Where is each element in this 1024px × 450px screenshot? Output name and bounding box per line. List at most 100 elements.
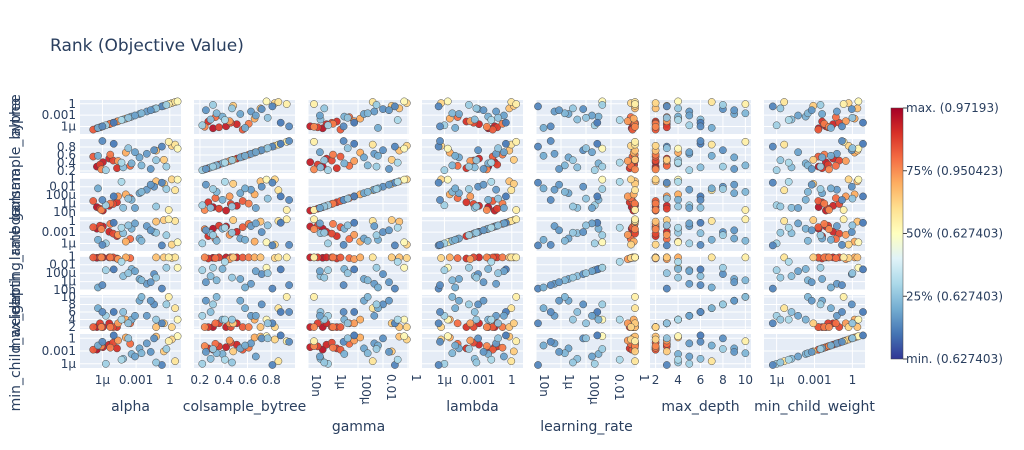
trial-point-28[interactable]	[451, 304, 460, 313]
trial-point-13[interactable]	[809, 253, 818, 262]
trial-point-26[interactable]	[448, 349, 457, 358]
trial-point-31[interactable]	[436, 122, 444, 131]
trial-point-16[interactable]	[839, 215, 848, 224]
trial-point-30[interactable]	[555, 278, 563, 287]
trial-point-12[interactable]	[256, 253, 265, 262]
trial-point-18[interactable]	[685, 239, 694, 248]
trial-point-25[interactable]	[502, 331, 510, 340]
trial-point-15[interactable]	[171, 253, 179, 262]
trial-point-18[interactable]	[685, 121, 694, 130]
trial-point-21[interactable]	[730, 189, 739, 198]
trial-point-10[interactable]	[350, 157, 359, 165]
trial-point-22[interactable]	[833, 107, 841, 116]
trial-point-31[interactable]	[838, 122, 846, 131]
trial-point-31[interactable]	[339, 281, 348, 289]
trial-point-30[interactable]	[807, 165, 816, 173]
trial-point-12[interactable]	[152, 253, 160, 262]
trial-point-29[interactable]	[685, 267, 694, 276]
trial-point-34[interactable]	[662, 319, 671, 328]
trial-point-9[interactable]	[310, 323, 318, 331]
trial-point-32[interactable]	[784, 177, 793, 186]
trial-point-22[interactable]	[247, 279, 255, 288]
trial-point-33[interactable]	[162, 231, 171, 240]
trial-point-26[interactable]	[804, 188, 812, 196]
trial-point-8[interactable]	[106, 343, 115, 352]
trial-point-29[interactable]	[685, 204, 694, 212]
trial-point-16[interactable]	[741, 215, 750, 224]
trial-point-28[interactable]	[451, 283, 460, 292]
trial-point-32[interactable]	[784, 355, 793, 364]
trial-point-18[interactable]	[101, 266, 110, 275]
trial-point-15[interactable]	[171, 304, 179, 313]
trial-point-26[interactable]	[137, 276, 146, 285]
trial-point-16[interactable]	[631, 206, 639, 214]
trial-point-8[interactable]	[106, 253, 115, 262]
trial-point-29[interactable]	[794, 111, 802, 120]
trial-point-27[interactable]	[228, 358, 236, 367]
trial-point-15[interactable]	[368, 253, 377, 262]
trial-point-31[interactable]	[696, 337, 705, 346]
trial-point-30[interactable]	[730, 180, 739, 189]
trial-point-25[interactable]	[276, 218, 285, 227]
trial-point-26[interactable]	[363, 293, 372, 301]
trial-point-22[interactable]	[142, 339, 151, 348]
trial-point-26[interactable]	[363, 236, 372, 245]
trial-point-16[interactable]	[310, 337, 318, 346]
trial-point-15[interactable]	[707, 217, 716, 225]
trial-point-17[interactable]	[400, 175, 409, 184]
trial-point-23[interactable]	[257, 300, 266, 309]
trial-point-33[interactable]	[209, 185, 217, 193]
trial-point-23[interactable]	[719, 270, 727, 278]
trial-point-27[interactable]	[674, 104, 682, 113]
trial-point-32[interactable]	[784, 158, 793, 167]
trial-point-28[interactable]	[539, 235, 548, 244]
trial-point-32[interactable]	[393, 177, 402, 186]
trial-point-15[interactable]	[368, 140, 377, 149]
trial-point-13[interactable]	[662, 155, 671, 164]
trial-point-28[interactable]	[241, 235, 249, 244]
trial-point-16[interactable]	[839, 206, 848, 214]
trial-point-24[interactable]	[662, 361, 671, 369]
trial-point-32[interactable]	[117, 315, 126, 324]
trial-point-33[interactable]	[719, 231, 727, 240]
trial-point-33[interactable]	[598, 345, 607, 353]
trial-point-19[interactable]	[573, 115, 582, 124]
trial-point-20[interactable]	[218, 195, 227, 204]
trial-point-29[interactable]	[588, 204, 596, 212]
trial-point-34[interactable]	[848, 221, 857, 230]
trial-point-31[interactable]	[546, 337, 555, 346]
trial-point-30[interactable]	[479, 226, 488, 235]
trial-point-26[interactable]	[137, 188, 146, 196]
trial-point-19[interactable]	[696, 272, 705, 280]
trial-point-28[interactable]	[451, 235, 460, 244]
trial-point-33[interactable]	[209, 345, 217, 353]
trial-point-27[interactable]	[472, 358, 481, 367]
trial-point-16[interactable]	[164, 337, 173, 346]
trial-point-34[interactable]	[582, 319, 590, 328]
trial-point-16[interactable]	[839, 100, 848, 108]
trial-point-24[interactable]	[158, 319, 166, 328]
trial-point-14[interactable]	[167, 323, 176, 331]
trial-point-31[interactable]	[838, 337, 846, 346]
trial-point-33[interactable]	[209, 263, 217, 272]
trial-point-19[interactable]	[206, 308, 215, 316]
trial-point-30[interactable]	[385, 226, 393, 235]
trial-point-24[interactable]	[268, 284, 277, 293]
trial-point-9[interactable]	[651, 225, 660, 234]
trial-point-23[interactable]	[474, 334, 482, 343]
trial-point-22[interactable]	[550, 149, 559, 158]
trial-point-18[interactable]	[198, 359, 207, 368]
trial-point-27[interactable]	[776, 273, 785, 282]
trial-point-7[interactable]	[453, 319, 462, 328]
trial-point-30[interactable]	[807, 226, 816, 235]
trial-point-34[interactable]	[263, 221, 272, 230]
trial-point-32[interactable]	[615, 223, 624, 232]
trial-point-26[interactable]	[212, 236, 221, 245]
trial-point-28[interactable]	[451, 124, 460, 132]
trial-point-16[interactable]	[164, 293, 173, 301]
trial-point-21[interactable]	[730, 234, 739, 243]
trial-point-22[interactable]	[142, 149, 151, 158]
trial-point-33[interactable]	[209, 101, 217, 109]
trial-point-23[interactable]	[379, 270, 387, 278]
trial-point-21[interactable]	[818, 153, 826, 162]
